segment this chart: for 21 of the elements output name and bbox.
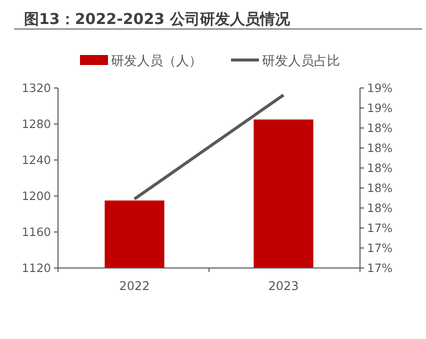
y2-tick-label: 18%	[367, 181, 393, 195]
y2-tick-label: 19%	[367, 81, 393, 95]
y-tick-label: 1160	[22, 225, 51, 239]
y2-tick-label: 18%	[367, 161, 393, 175]
y2-tick-label: 17%	[367, 221, 393, 235]
legend-label: 研发人员（人）	[111, 54, 202, 69]
x-tick-label: 2022	[119, 279, 150, 293]
y-tick-label: 1120	[22, 261, 51, 275]
y-tick-label: 1240	[22, 153, 51, 167]
y2-tick-label: 18%	[367, 141, 393, 155]
legend-label: 研发人员占比	[262, 54, 340, 69]
chart-title: 图13：2022-2023 公司研发人员情况	[24, 10, 291, 28]
y-tick-label: 1200	[22, 189, 51, 203]
y-tick-label: 1320	[22, 81, 51, 95]
y-tick-label: 1280	[22, 117, 51, 131]
y2-tick-label: 17%	[367, 241, 393, 255]
y2-tick-label: 18%	[367, 121, 393, 135]
y2-tick-label: 17%	[367, 261, 393, 275]
y2-tick-label: 19%	[367, 101, 393, 115]
x-tick-label: 2023	[268, 279, 299, 293]
y2-tick-label: 18%	[367, 201, 393, 215]
